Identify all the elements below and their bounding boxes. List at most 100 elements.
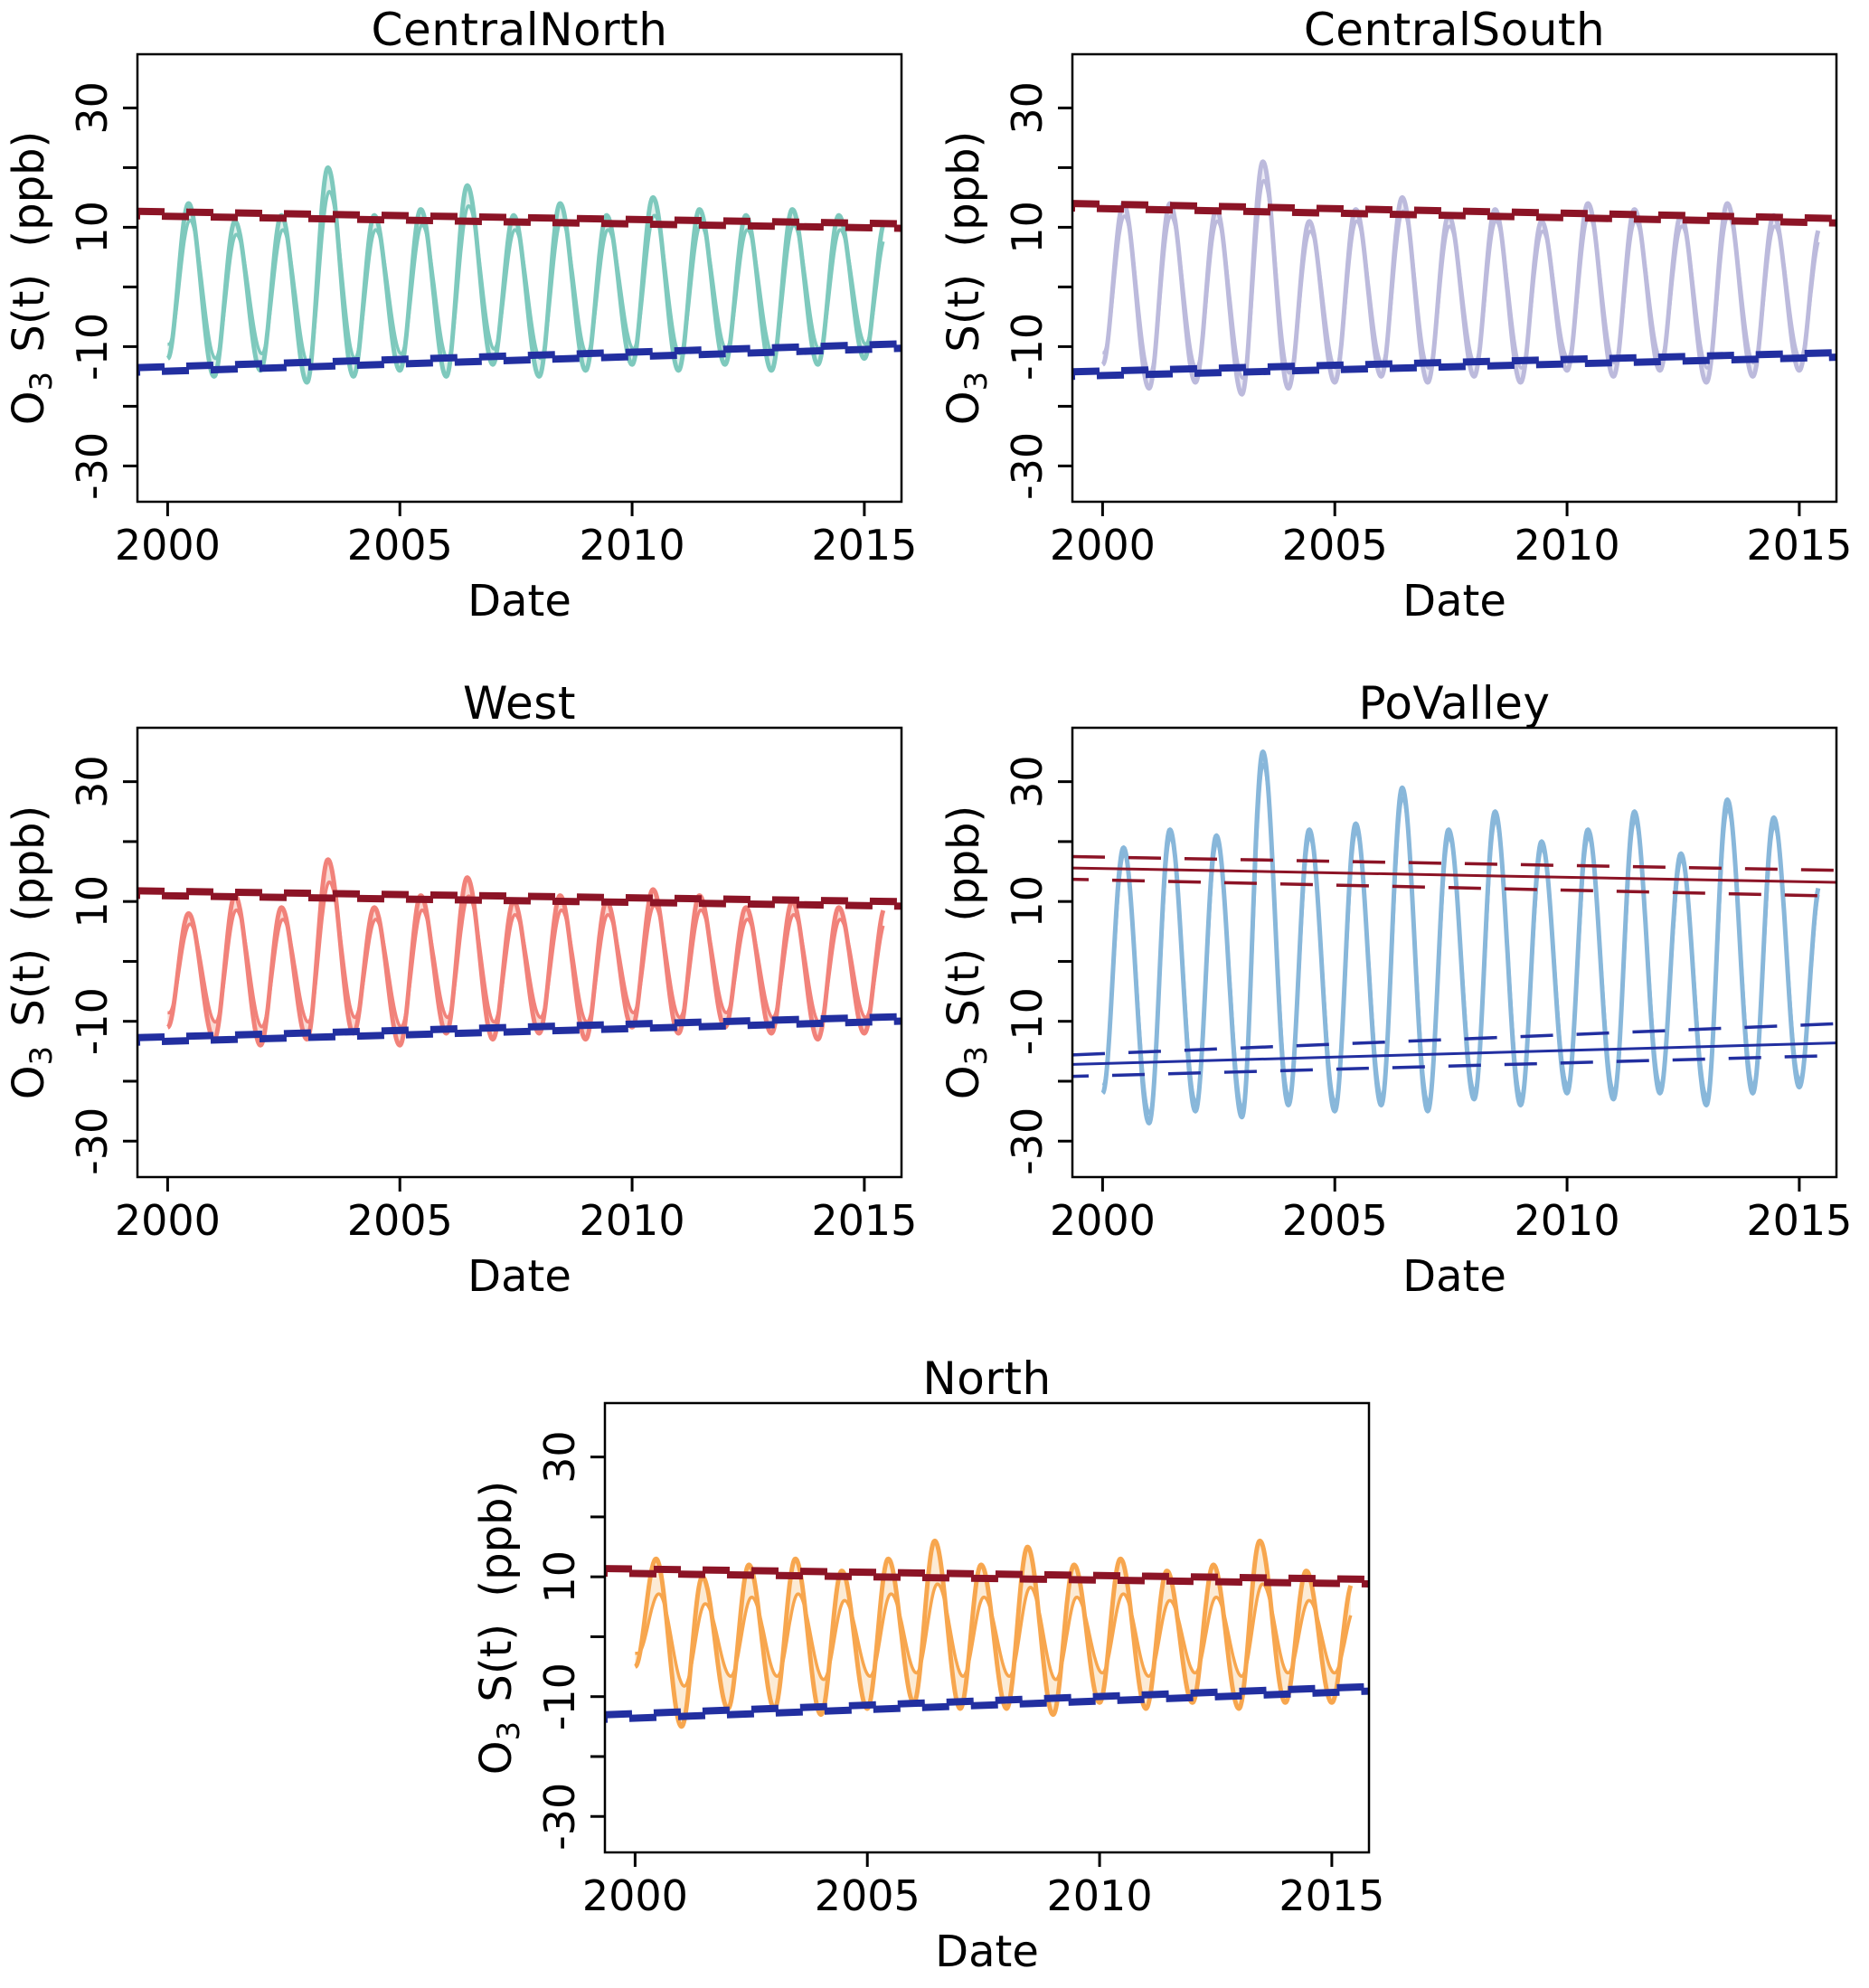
x-tick-label: 2015 [1746, 1196, 1852, 1245]
x-tick-label: 2010 [580, 521, 685, 570]
y-axis-label: O3 S(t) (ppb) [4, 806, 60, 1100]
plot-box [1071, 726, 1838, 1179]
x-tick-label: 2005 [347, 1196, 453, 1245]
x-axis-label: Date [1402, 1251, 1506, 1302]
y-tick-label: 30 [1003, 755, 1052, 808]
y-tick-label: -10 [1003, 987, 1052, 1055]
y-tick-label: -30 [535, 1783, 584, 1851]
x-tick-label: 2005 [815, 1871, 920, 1920]
plot-centralnorth: -30 -10 10 30 2000 2005 2010 2015 Date O3 S(t) (p… [4, 52, 917, 627]
x-tick-label: 2000 [1050, 521, 1156, 570]
trend-upper [137, 207, 901, 232]
trend-lower-dash-upper [137, 1013, 901, 1041]
y-tick-label: 10 [535, 1550, 584, 1604]
panel-centralnorth: CentralNorth -30 -10 10 30 2000 2005 2010 2015 D… [0, 0, 934, 637]
trend-upper-dash-upper [137, 887, 901, 905]
x-tick-label: 2010 [580, 1196, 685, 1245]
x-axis-label: Date [1402, 576, 1506, 627]
seasonal-series [165, 165, 886, 385]
plot-west: -30 -10 10 30 2000 2005 2010 2015 Date O3 S(t) (p… [4, 726, 917, 1302]
seasonal-series [1100, 749, 1821, 1126]
trend-upper [137, 887, 901, 910]
plot-box [136, 726, 903, 1179]
x-tick-label: 2005 [347, 521, 453, 570]
trend-upper-dash-lower [1072, 205, 1836, 227]
seasonal-line-outer [633, 1538, 1354, 1729]
trend-upper-dash-lower [137, 892, 901, 910]
y-tick-label: -30 [68, 432, 117, 500]
y-tick-label: 30 [68, 755, 117, 808]
trend-lower-dash-lower [1072, 354, 1836, 381]
panel-north: North -30 -10 10 30 2000 2005 2010 2015 Date O3 S… [467, 1313, 1402, 1988]
x-tick-label: 2000 [115, 1196, 221, 1245]
trend-upper [1072, 854, 1836, 898]
trend-lower-dash-upper [1072, 349, 1836, 375]
trend-lower-dash-lower [605, 1688, 1369, 1723]
y-tick-label: 10 [68, 201, 117, 254]
seasonal-line-outer [165, 165, 886, 385]
trend-upper-dash-lower [605, 1570, 1369, 1588]
plot-box [603, 1401, 1371, 1854]
panel-povalley: PoValley -30 -10 10 30 2000 2005 2010 2015 Date O… [935, 637, 1869, 1313]
x-tick-label: 2015 [1279, 1871, 1384, 1920]
seasonal-series [633, 1538, 1354, 1729]
trend-lower-dash-lower [137, 345, 901, 376]
y-axis-label: O3 S(t) (ppb) [4, 131, 60, 426]
y-tick-label: 10 [68, 875, 117, 928]
trend-upper [605, 1565, 1369, 1588]
y-tick-label: 30 [535, 1430, 584, 1484]
plot-box [1071, 52, 1838, 504]
y-tick-label: -30 [68, 1107, 117, 1175]
y-tick-label: 30 [1003, 81, 1052, 135]
trend-upper-solid [1072, 866, 1836, 884]
y-tick-label: 10 [1003, 201, 1052, 254]
seasonal-line-outer [1100, 159, 1821, 397]
y-axis-label: O3 S(t) (ppb) [939, 806, 995, 1100]
panel-title-povalley: PoValley [1358, 677, 1551, 730]
y-tick-label: 10 [1003, 875, 1052, 928]
trend-upper [1072, 200, 1836, 227]
panel-title-north: North [922, 1352, 1052, 1405]
trend-lower-dash-upper [1072, 1022, 1836, 1057]
x-tick-label: 2015 [1746, 521, 1852, 570]
panel-centralsouth: CentralSouth -30 -10 10 30 2000 2005 2010 2015 D… [935, 0, 1869, 637]
x-tick-label: 2000 [1050, 1196, 1156, 1245]
trend-lower-dash-lower [137, 1018, 901, 1046]
plot-north: -30 -10 10 30 2000 2005 2010 2015 Date O3 S(t) (p… [471, 1401, 1384, 1977]
trend-upper-dash-upper [605, 1565, 1369, 1582]
plot-box [136, 52, 903, 504]
trend-lower [1072, 349, 1836, 381]
panel-title-centralnorth: CentralNorth [371, 4, 668, 56]
x-tick-label: 2000 [115, 521, 221, 570]
x-tick-label: 2015 [811, 521, 917, 570]
trend-lower-dash-upper [605, 1682, 1369, 1718]
trend-lower-solid [1072, 1041, 1836, 1066]
y-tick-label: -30 [1003, 1107, 1052, 1175]
x-tick-label: 2000 [582, 1871, 688, 1920]
trend-upper-dash-upper [137, 207, 901, 227]
seasonal-series [165, 857, 886, 1048]
panel-title-centralsouth: CentralSouth [1303, 4, 1606, 56]
plot-povalley: -30 -10 10 30 2000 2005 2010 2015 Date O3 S(t) (p… [939, 726, 1852, 1302]
y-axis-label: O3 S(t) (ppb) [471, 1481, 527, 1776]
x-axis-label: Date [467, 576, 571, 627]
y-tick-label: -10 [1003, 313, 1052, 381]
x-axis-label: Date [467, 1251, 571, 1302]
trend-lower [137, 340, 901, 376]
trend-upper-dash-lower [1072, 877, 1836, 898]
trend-lower-dash-upper [137, 340, 901, 371]
trend-lower [605, 1682, 1369, 1723]
x-tick-label: 2005 [1282, 1196, 1388, 1245]
y-tick-label: -10 [68, 987, 117, 1055]
panel-title-west: West [463, 677, 576, 730]
trend-lower [137, 1013, 901, 1046]
x-axis-label: Date [935, 1927, 1039, 1977]
panel-west: West -30 -10 10 30 2000 2005 2010 2015 Date O3 S(… [0, 637, 934, 1313]
y-axis-label: O3 S(t) (ppb) [939, 131, 995, 426]
y-tick-label: -10 [68, 313, 117, 381]
trend-upper-dash-lower [137, 212, 901, 232]
y-tick-label: -30 [1003, 432, 1052, 500]
y-tick-label: -10 [535, 1663, 584, 1730]
seasonal-line-outer [165, 857, 886, 1048]
